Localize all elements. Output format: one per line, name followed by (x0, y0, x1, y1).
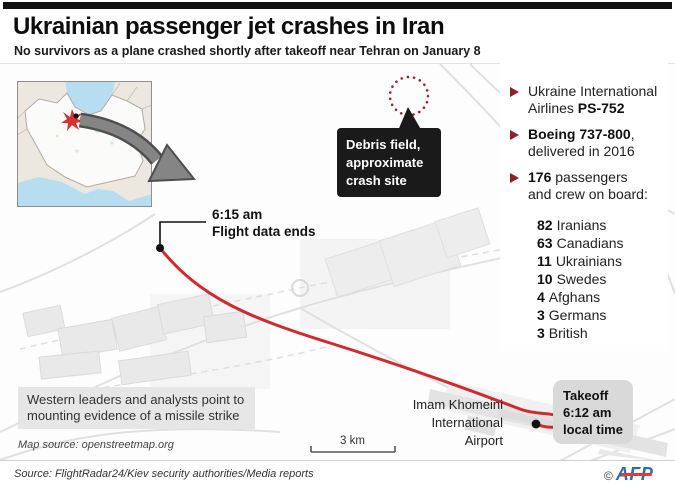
nationality-row: 82 Iranians (537, 216, 668, 234)
nationality-label: British (548, 325, 588, 341)
info-item-text: Ukraine International Airlines PS-752 (528, 83, 657, 117)
scale-label: 3 km (340, 435, 365, 447)
nationality-row: 63 Canadians (537, 234, 668, 252)
flight-end-text: Flight data ends (212, 224, 316, 239)
airport-line-1: Imam Khomeini (412, 397, 503, 412)
note-line-2: mounting evidence of a missile strike (27, 408, 240, 423)
flight-end-time: 6:15 am (212, 207, 263, 222)
nationality-label: Iranians (556, 217, 607, 233)
nationality-label: Canadians (556, 235, 624, 251)
red-burst-icon (61, 109, 84, 131)
nationality-row: 11 Ukrainians (537, 252, 668, 270)
copyright-symbol: © (604, 469, 613, 483)
tehran-crash-marker (61, 109, 84, 131)
flight-number: PS-752 (577, 100, 625, 116)
info-item-airline: Ukraine International Airlines PS-752 (510, 83, 668, 117)
airline-line-2: Airlines PS-752 (528, 100, 625, 116)
nationality-row: 3 British (537, 324, 668, 342)
page-subtitle: No survivors as a plane crashed shortly … (14, 44, 481, 58)
bullet-arrow-icon (510, 173, 519, 183)
debris-line-2: approximate (346, 155, 424, 170)
source-credit: Source: FlightRadar24/Kiev security auth… (14, 468, 314, 480)
debris-line-3: crash site (346, 173, 407, 188)
tehran-dot (73, 113, 79, 119)
nationality-label: Ukrainians (555, 253, 622, 269)
nationality-count: 11 (537, 253, 552, 269)
airport-service-area (598, 449, 660, 461)
airport-line-2: International (431, 415, 503, 430)
nationality-row: 3 Germans (537, 306, 668, 324)
aircraft-line-1: Boeing 737-800, (528, 126, 635, 142)
bullet-arrow-icon (510, 130, 519, 140)
note-line-1: Western leaders and analysts point to (27, 392, 245, 407)
afp-logo: © AFP (604, 464, 653, 485)
passenger-count: 176 (528, 169, 552, 185)
map-source-credit: Map source: openstreetmap.org (18, 439, 174, 451)
nationality-row: 10 Swedes (537, 270, 668, 288)
page-title: Ukrainian passenger jet crashes in Iran (13, 13, 445, 40)
nationality-count: 4 (537, 289, 545, 305)
top-black-bar (3, 2, 672, 9)
nationality-label: Afghans (548, 289, 601, 305)
neighbor-borders (17, 82, 152, 136)
debris-line-1: Debris field, (346, 137, 421, 152)
takeoff-line-3: local time (563, 422, 623, 437)
info-item-passengers: 176 passengers and crew on board: (510, 169, 668, 203)
passengers-line-2: and crew on board: (528, 186, 648, 202)
takeoff-line-1: Takeoff (563, 388, 609, 403)
persian-gulf (17, 177, 152, 207)
debris-callout: Debris field, approximate crash site (337, 128, 441, 197)
info-item-text: Boeing 737-800, delivered in 2016 (528, 126, 635, 160)
info-item-text: 176 passengers and crew on board: (528, 169, 648, 203)
nationality-row: 4 Afghans (537, 288, 668, 306)
airport-line-3: Airport (464, 433, 503, 448)
info-item-aircraft: Boeing 737-800, delivered in 2016 (510, 126, 668, 160)
nationality-count: 63 (537, 235, 553, 251)
nationality-count: 3 (537, 325, 545, 341)
airline-line-1: Ukraine International (528, 83, 658, 99)
passengers-line-1: 176 passengers (528, 169, 628, 185)
nationality-count: 10 (537, 271, 553, 287)
flight-info-panel: Ukraine International Airlines PS-752 Bo… (500, 63, 668, 351)
aircraft-model: Boeing 737-800 (528, 126, 631, 142)
bullet-arrow-icon (510, 87, 519, 97)
nationality-label: Swedes (556, 271, 607, 287)
aircraft-line-2: delivered in 2016 (528, 143, 635, 159)
takeoff-line-2: 6:12 am (563, 405, 612, 420)
iran-inset-map (17, 81, 152, 207)
footer-bar (0, 460, 675, 491)
nationality-count: 3 (537, 307, 545, 323)
caspian-sea (65, 81, 115, 115)
flight-end-label: 6:15 am Flight data ends (212, 206, 316, 240)
airport-label: Imam Khomeini International Airport (393, 396, 503, 450)
takeoff-callout: Takeoff 6:12 am local time (553, 380, 633, 444)
nationality-label: Germans (548, 307, 607, 323)
afp-logo-red-bar (620, 473, 653, 476)
missile-strike-note: Western leaders and analysts point to mo… (18, 387, 255, 429)
nationality-count: 82 (537, 217, 553, 233)
nationalities-list: 82 Iranians 63 Canadians 11 Ukrainians 10 Sw… (537, 216, 668, 342)
